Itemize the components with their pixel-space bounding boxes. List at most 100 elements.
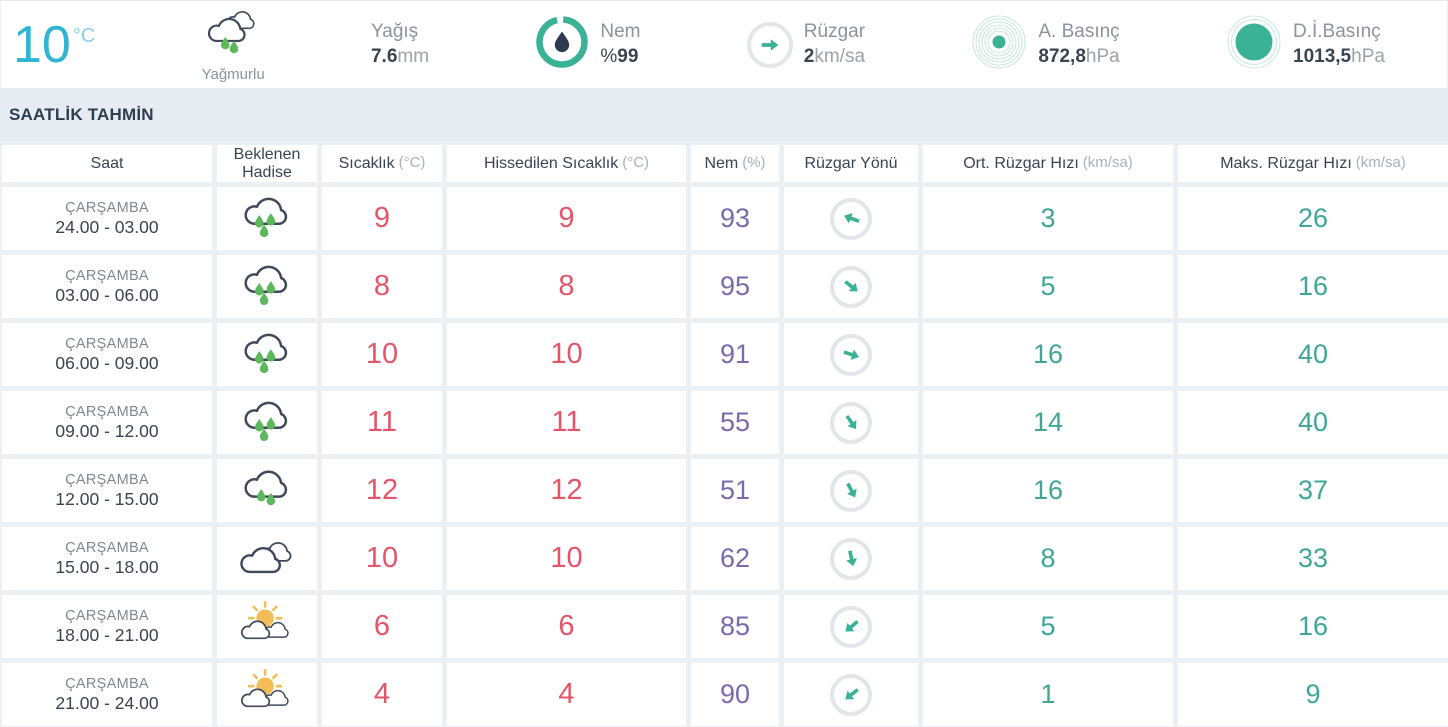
time-cell: ÇARŞAMBA 21.00 - 24.00 — [2, 663, 212, 726]
sea-level-pressure-icon — [1226, 14, 1282, 75]
humidity-cell: 85 — [691, 595, 779, 658]
current-condition: Yağmurlu — [202, 7, 265, 83]
table-row: ÇARŞAMBA 21.00 - 24.00 4 4 90 1 9 — [2, 663, 1448, 726]
temperature-cell: 12 — [322, 459, 442, 522]
wind-direction-cell — [784, 255, 918, 318]
rainy-clouds-icon — [202, 7, 264, 66]
time-cell: ÇARŞAMBA 15.00 - 18.00 — [2, 527, 212, 590]
wind-direction-cell — [784, 323, 918, 386]
wind-direction-arrow-icon — [830, 265, 872, 308]
hourly-forecast-table: Saat Beklenen Hadise Sıcaklık (°C) Hissedile… — [0, 141, 1448, 726]
wind-direction-cell — [784, 391, 918, 454]
avg-wind-speed-cell: 5 — [923, 255, 1173, 318]
humidity-cell: 91 — [691, 323, 779, 386]
humidity-metric: Nem %99 — [535, 15, 640, 74]
day-label: ÇARŞAMBA — [65, 539, 149, 556]
temperature-cell: 8 — [322, 255, 442, 318]
feels-like-cell: 8 — [447, 255, 686, 318]
max-wind-speed-cell: 40 — [1178, 323, 1448, 386]
avg-wind-speed-cell: 3 — [923, 187, 1173, 250]
time-cell: ÇARŞAMBA 18.00 - 21.00 — [2, 595, 212, 658]
column-header: Maks. Rüzgar Hızı (km/sa) — [1178, 145, 1448, 182]
column-header: Nem (%) — [691, 145, 779, 182]
humidity-value: %99 — [600, 45, 639, 67]
hours-label: 12.00 - 15.00 — [55, 488, 159, 509]
wind-direction-arrow-icon — [830, 197, 872, 240]
day-label: ÇARŞAMBA — [65, 335, 149, 352]
wind-direction-arrow-icon — [830, 333, 872, 376]
feels-like-cell: 11 — [447, 391, 686, 454]
column-header: Hissedilen Sıcaklık (°C) — [447, 145, 686, 182]
time-cell: ÇARŞAMBA 03.00 - 06.00 — [2, 255, 212, 318]
temperature-cell: 4 — [322, 663, 442, 726]
day-label: ÇARŞAMBA — [65, 675, 149, 692]
feels-like-cell: 4 — [447, 663, 686, 726]
expected-event-cell — [217, 663, 317, 726]
table-header-row: Saat Beklenen Hadise Sıcaklık (°C) Hissedile… — [2, 145, 1448, 182]
time-cell: ÇARŞAMBA 06.00 - 09.00 — [2, 323, 212, 386]
section-title: SAATLİK TAHMİN — [9, 104, 154, 124]
time-cell: ÇARŞAMBA 12.00 - 15.00 — [2, 459, 212, 522]
expected-event-cell — [217, 391, 317, 454]
max-wind-speed-cell: 37 — [1178, 459, 1448, 522]
humidity-cell: 62 — [691, 527, 779, 590]
table-row: ÇARŞAMBA 12.00 - 15.00 12 12 51 16 37 — [2, 459, 1448, 522]
column-header: Beklenen Hadise — [217, 145, 317, 182]
wind-direction-icon — [746, 21, 793, 68]
humidity-cell: 90 — [691, 663, 779, 726]
avg-wind-speed-cell: 5 — [923, 595, 1173, 658]
table-row: ÇARŞAMBA 24.00 - 03.00 9 9 93 3 26 — [2, 187, 1448, 250]
feels-like-cell: 10 — [447, 527, 686, 590]
hours-label: 03.00 - 06.00 — [55, 284, 159, 305]
wind-direction-cell — [784, 663, 918, 726]
wind-direction-arrow-icon — [830, 401, 872, 444]
actual-pressure-label: A. Basınç — [1038, 20, 1120, 42]
avg-wind-speed-cell: 8 — [923, 527, 1173, 590]
hours-label: 15.00 - 18.00 — [55, 556, 159, 577]
hours-label: 18.00 - 21.00 — [55, 624, 159, 645]
actual-pressure-metric: A. Basınç 872,8hPa — [971, 14, 1120, 75]
temperature-cell: 11 — [322, 391, 442, 454]
humidity-gauge-icon — [535, 15, 589, 74]
max-wind-speed-cell: 33 — [1178, 527, 1448, 590]
wind-direction-arrow-icon — [830, 537, 872, 580]
max-wind-speed-cell: 26 — [1178, 187, 1448, 250]
temperature-cell: 6 — [322, 595, 442, 658]
avg-wind-speed-cell: 16 — [923, 323, 1173, 386]
day-label: ÇARŞAMBA — [65, 267, 149, 284]
expected-event-cell — [217, 595, 317, 658]
temperature-cell: 9 — [322, 187, 442, 250]
humidity-cell: 51 — [691, 459, 779, 522]
expected-event-cell — [217, 459, 317, 522]
sea-level-pressure-label: D.İ.Basınç — [1293, 20, 1381, 42]
temperature-cell: 10 — [322, 323, 442, 386]
table-row: ÇARŞAMBA 09.00 - 12.00 11 11 55 14 40 — [2, 391, 1448, 454]
day-label: ÇARŞAMBA — [65, 403, 149, 420]
wind-label: Rüzgar — [803, 20, 866, 42]
wind-direction-cell — [784, 595, 918, 658]
column-header: Ort. Rüzgar Hızı (km/sa) — [923, 145, 1173, 182]
avg-wind-speed-cell: 1 — [923, 663, 1173, 726]
column-header: Sıcaklık (°C) — [322, 145, 442, 182]
max-wind-speed-cell: 16 — [1178, 595, 1448, 658]
hours-label: 24.00 - 03.00 — [55, 216, 159, 237]
condition-label: Yağmurlu — [201, 65, 265, 83]
time-cell: ÇARŞAMBA 24.00 - 03.00 — [2, 187, 212, 250]
precipitation-value: 7.6mm — [370, 45, 430, 67]
precipitation-metric: Yağış 7.6mm — [371, 20, 429, 69]
sea-level-pressure-value: 1013,5hPa — [1293, 45, 1385, 67]
expected-event-cell — [217, 323, 317, 386]
column-header: Saat — [2, 145, 212, 182]
current-conditions-bar: 10 °C Yağmurlu Yağış 7.6mm Nem %99 — [0, 1, 1448, 88]
sea-level-pressure-metric: D.İ.Basınç 1013,5hPa — [1226, 14, 1385, 75]
wind-direction-cell — [784, 527, 918, 590]
feels-like-cell: 9 — [447, 187, 686, 250]
current-temperature-unit: °C — [72, 24, 96, 47]
feels-like-cell: 12 — [447, 459, 686, 522]
wind-direction-arrow-icon — [830, 673, 872, 716]
current-temperature: 10 °C — [13, 19, 95, 71]
temperature-cell: 10 — [322, 527, 442, 590]
feels-like-cell: 10 — [447, 323, 686, 386]
precipitation-label: Yağış — [370, 20, 419, 42]
table-row: ÇARŞAMBA 15.00 - 18.00 10 10 62 8 33 — [2, 527, 1448, 590]
